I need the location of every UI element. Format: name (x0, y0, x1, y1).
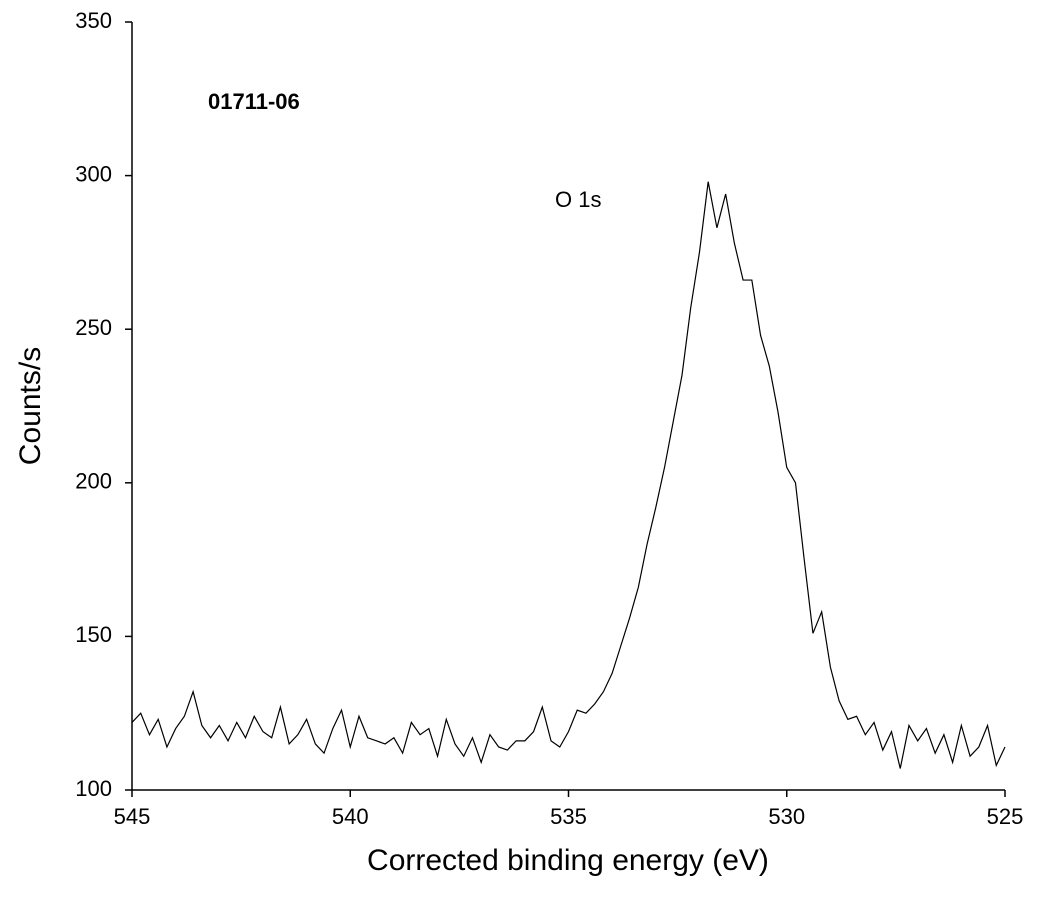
y-tick-label: 150 (75, 622, 112, 647)
x-tick-label: 540 (332, 804, 369, 829)
x-tick-label: 535 (550, 804, 587, 829)
x-tick-label: 530 (768, 804, 805, 829)
y-tick-label: 300 (75, 161, 112, 186)
sample-label: 01711-06 (208, 89, 300, 114)
y-tick-label: 350 (75, 8, 112, 33)
y-tick-label: 200 (75, 469, 112, 494)
peak-label: O 1s (555, 187, 601, 212)
x-axis-label: Corrected binding energy (eV) (367, 844, 769, 877)
x-tick-label: 545 (114, 804, 151, 829)
y-tick-label: 250 (75, 315, 112, 340)
y-tick-label: 100 (75, 776, 112, 801)
spectrum-line (131, 181, 1006, 769)
y-axis-label: Counts/s (14, 347, 47, 465)
x-tick-label: 525 (987, 804, 1024, 829)
